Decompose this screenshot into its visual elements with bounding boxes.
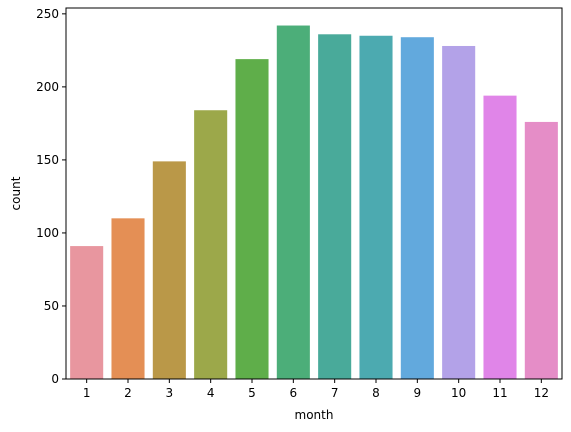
x-tick-label: 5 — [248, 386, 256, 400]
bar-month-8 — [359, 35, 393, 379]
bar-month-2 — [111, 218, 145, 379]
x-tick-label: 12 — [534, 386, 549, 400]
x-tick-label: 3 — [166, 386, 174, 400]
x-tick-label: 10 — [451, 386, 466, 400]
y-tick-label: 50 — [44, 299, 59, 313]
x-tick-label: 8 — [372, 386, 380, 400]
bar-month-6 — [276, 25, 310, 380]
y-axis-ticks: 0 50 100 150 200 250 — [36, 7, 66, 386]
y-tick-label: 250 — [36, 7, 59, 21]
x-tick-label: 1 — [83, 386, 91, 400]
x-tick-label: 6 — [290, 386, 298, 400]
y-axis-label: count — [9, 176, 23, 210]
x-tick-label: 11 — [492, 386, 507, 400]
x-tick-label: 7 — [331, 386, 339, 400]
y-tick-label: 150 — [36, 153, 59, 167]
x-axis-label: month — [295, 408, 334, 422]
bar-month-11 — [483, 95, 517, 379]
bar-month-5 — [235, 59, 269, 380]
bar-month-9 — [400, 37, 434, 380]
bar-month-7 — [318, 34, 352, 379]
y-tick-label: 100 — [36, 226, 59, 240]
bar-month-12 — [524, 121, 558, 380]
x-axis-ticks: 1 2 3 4 5 6 7 8 9 10 11 12 — [83, 379, 549, 400]
x-tick-label: 9 — [414, 386, 422, 400]
bars-group — [70, 25, 558, 380]
x-tick-label: 4 — [207, 386, 215, 400]
plot-frame — [65, 7, 563, 380]
x-tick-label: 2 — [124, 386, 132, 400]
y-tick-label: 0 — [51, 372, 59, 386]
bar-month-4 — [194, 110, 228, 380]
bar-month-10 — [442, 45, 476, 379]
y-tick-label: 200 — [36, 80, 59, 94]
bar-month-3 — [152, 161, 186, 379]
bar-month-1 — [70, 246, 104, 379]
